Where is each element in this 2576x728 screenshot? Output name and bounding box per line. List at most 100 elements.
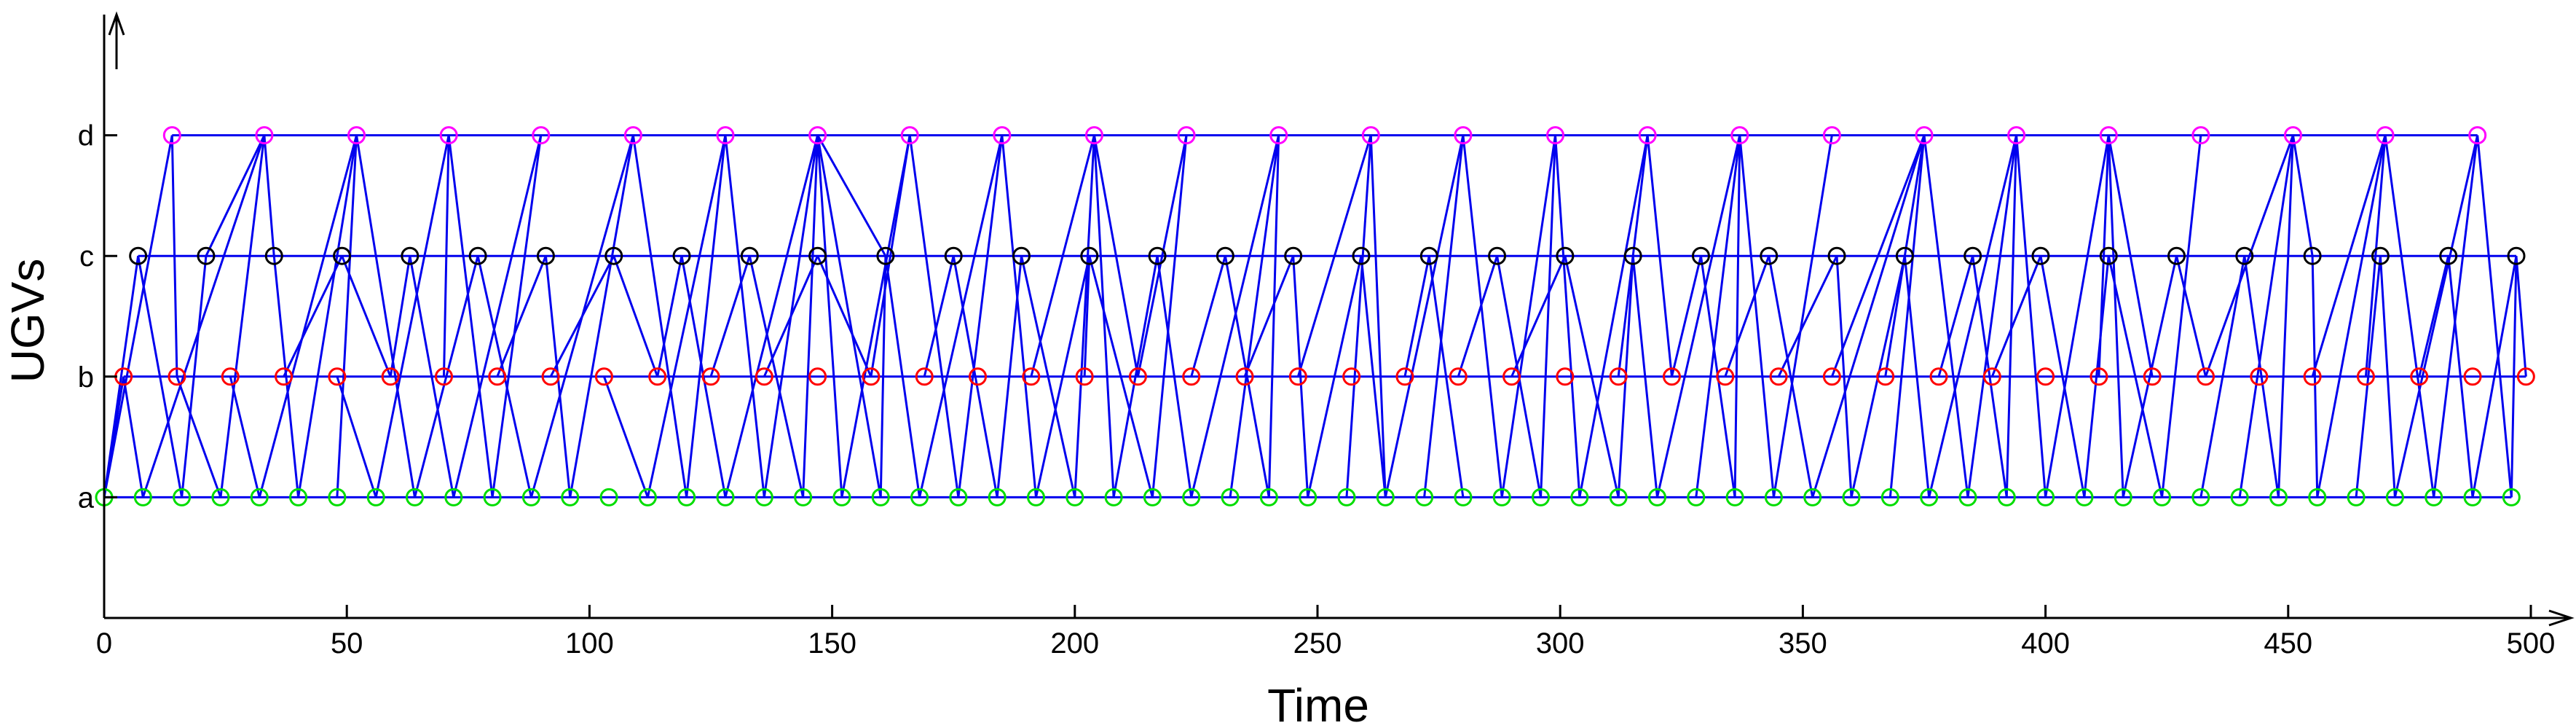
point-d [808, 126, 827, 145]
transition-line [176, 376, 222, 498]
transition-line [1462, 135, 1503, 498]
point-b [1235, 367, 1254, 386]
transition-line [1427, 255, 1465, 498]
point-b [168, 367, 186, 386]
transition-line [1403, 255, 1430, 377]
point-a [1842, 488, 1861, 506]
x-tick-label: 200 [1050, 627, 1099, 659]
transition-line [2005, 135, 2018, 498]
x-tick-label: 350 [1779, 627, 1827, 659]
point-b [488, 367, 507, 386]
transition-line [442, 135, 450, 377]
point-b [1662, 367, 1681, 386]
point-a [1415, 488, 1434, 506]
transition-line [763, 255, 819, 377]
transition-line [1307, 255, 1363, 498]
transition-line [1656, 135, 1741, 498]
transition-line [1156, 255, 1193, 498]
transition-line [181, 256, 208, 498]
point-c [740, 246, 759, 265]
transition-line [1074, 135, 1095, 498]
point-a [1687, 488, 1706, 506]
point-b [328, 367, 347, 386]
point-c [876, 246, 895, 265]
x-tick-label: 0 [96, 627, 112, 659]
transition-line [1088, 255, 1154, 498]
point-c [944, 246, 963, 265]
point-d [2283, 126, 2302, 145]
point-c [2031, 246, 2050, 265]
point-b [541, 367, 560, 386]
transition-line [1267, 135, 1280, 498]
transition-line [2044, 135, 2110, 498]
point-d [716, 126, 735, 145]
transition-line [884, 255, 921, 498]
point-a [1143, 488, 1162, 506]
transition-line [957, 135, 1004, 498]
point-d [993, 126, 1012, 145]
point-b [2036, 367, 2055, 386]
point-b [1556, 367, 1575, 386]
transition-line [283, 255, 343, 377]
point-b [1929, 367, 1948, 386]
y-axis-title: UGVs [1, 259, 54, 383]
transition-line [1631, 256, 1658, 498]
point-b [594, 367, 613, 386]
transition-line [2476, 135, 2513, 498]
transition-line [355, 135, 416, 498]
point-a [405, 488, 424, 506]
point-a [677, 488, 696, 506]
transition-line [1092, 135, 1139, 377]
point-c [2439, 246, 2458, 265]
x-tick-label: 500 [2507, 627, 2556, 659]
point-a [366, 488, 385, 506]
point-d [1454, 126, 1473, 145]
point-b [1982, 367, 2001, 386]
transition-line [336, 135, 358, 498]
transition-line [2161, 135, 2202, 498]
point-c [1148, 246, 1167, 265]
transition-line [656, 255, 683, 377]
transition-line [1578, 135, 1649, 498]
point-b [434, 367, 453, 386]
point-b [808, 367, 827, 386]
point-c [468, 246, 487, 265]
point-d [1177, 126, 1196, 145]
point-c [1419, 246, 1438, 265]
transition-line [1777, 255, 1838, 377]
point-b [1342, 367, 1361, 386]
transition-line [685, 135, 727, 498]
transition-line [1136, 135, 1188, 377]
transition-line [1292, 256, 1309, 498]
point-d [162, 126, 181, 145]
point-b [2463, 367, 2482, 386]
point-c [1080, 246, 1099, 265]
transition-line [103, 376, 125, 498]
point-c [1284, 246, 1303, 265]
point-a [2075, 488, 2094, 506]
point-a [328, 488, 347, 506]
transition-line [1937, 255, 1974, 377]
transition-line [141, 135, 266, 498]
point-a [1647, 488, 1666, 506]
point-d [1915, 126, 1934, 145]
point-a [1454, 488, 1473, 506]
point-b [1502, 367, 1521, 386]
transition-line [613, 255, 659, 377]
point-a [250, 488, 269, 506]
transition-line [2291, 135, 2314, 257]
point-a [599, 488, 618, 506]
transition-line [447, 135, 494, 498]
point-a [173, 488, 192, 506]
x-tick-label: 100 [565, 627, 614, 659]
point-b [1075, 367, 1094, 386]
point-a [1803, 488, 1822, 506]
point-c [333, 246, 352, 265]
transition-line [2311, 135, 2387, 377]
transition-line [219, 135, 266, 498]
transition-line [452, 135, 543, 498]
point-c [264, 246, 283, 265]
transition-line [389, 255, 411, 377]
transition-line [709, 255, 751, 377]
point-d [1546, 126, 1565, 145]
